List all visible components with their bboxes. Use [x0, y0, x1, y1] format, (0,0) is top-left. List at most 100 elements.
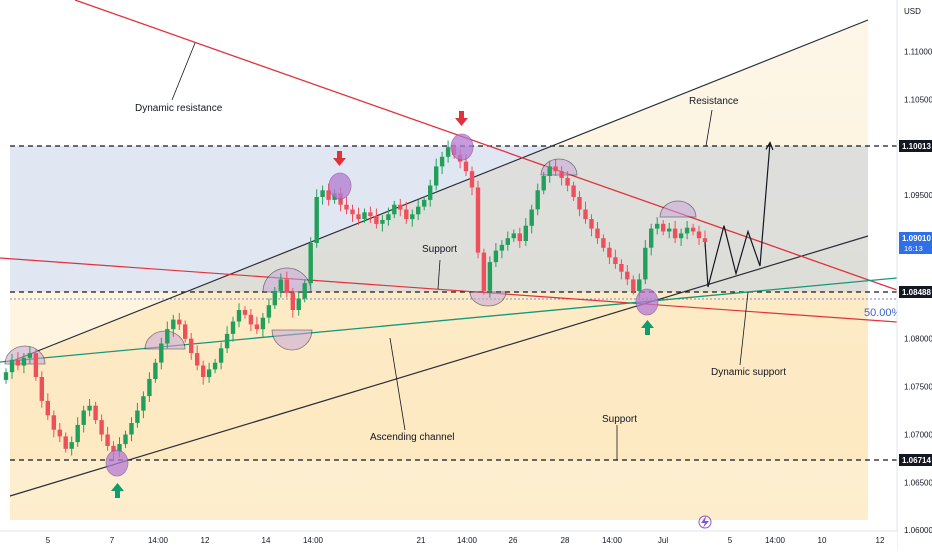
price-axis[interactable]: [897, 0, 932, 550]
touch-points: [105, 133, 659, 477]
candle-body: [21, 357, 27, 366]
candle-body: [678, 233, 684, 239]
label-support-low: Support: [602, 414, 637, 425]
touch-circle: [105, 449, 129, 477]
time-tick-label: 14: [262, 536, 271, 545]
candle-body: [129, 423, 134, 435]
candle-body: [296, 298, 301, 310]
candle-body: [260, 317, 266, 330]
candle-body: [141, 396, 146, 411]
candle-body: [613, 257, 618, 264]
candle-body: [242, 310, 248, 315]
candle-body: [284, 279, 289, 293]
up-arrow-icon: [111, 483, 124, 498]
candle-body: [171, 319, 176, 330]
candle-body: [398, 204, 403, 210]
lower-zone: [10, 292, 868, 460]
candle-body: [266, 305, 272, 318]
label-dynamic-support: Dynamic support: [711, 367, 786, 378]
candle-body: [201, 365, 206, 377]
time-tick-label: 14:00: [602, 536, 623, 545]
down-arrow-icon: [455, 111, 468, 126]
candle-body: [404, 209, 409, 220]
time-tick-label: 12: [201, 536, 210, 545]
svg-text:1.10013: 1.10013: [902, 142, 931, 151]
candle-body: [499, 244, 505, 251]
candle-body: [374, 216, 379, 224]
candle-body: [571, 185, 576, 197]
candle-body: [123, 434, 128, 445]
candle-body: [380, 220, 385, 224]
candle-body: [195, 353, 200, 366]
candle-body: [553, 166, 558, 172]
price-tick-label: 1.11000: [904, 48, 932, 57]
touch-circle: [635, 288, 659, 316]
candle-body: [619, 264, 624, 272]
price-tick-label: 1.07500: [904, 383, 932, 392]
price-tick-label: 1.06500: [904, 478, 932, 487]
candle-body: [643, 247, 648, 280]
price-tick-label: 1.08000: [904, 335, 932, 344]
candle-body: [308, 243, 313, 284]
candle-body: [422, 199, 427, 207]
projection-arrowhead: [765, 141, 774, 151]
candle-body: [105, 434, 110, 446]
candle-body: [589, 219, 594, 229]
time-tick-label: 7: [110, 536, 115, 545]
candle-body: [469, 171, 475, 188]
candle-body: [428, 185, 433, 200]
support-price-tag: 1.08488: [899, 286, 932, 298]
price-ticks: 1.11000 1.10500 1.09500 1.08000 1.07500 1.070…: [904, 48, 932, 536]
candle-body: [386, 214, 391, 220]
time-tick-label: 5: [46, 536, 51, 545]
time-tick-label: 14:00: [457, 536, 478, 545]
candle-body: [434, 166, 439, 186]
candle-body: [655, 223, 660, 229]
candle-body: [224, 333, 230, 349]
projection-line: [704, 142, 771, 288]
resistance-price-tag: 1.10013: [899, 140, 932, 152]
candle-body: [69, 442, 74, 449]
candle-body: [236, 310, 242, 322]
candle-body: [177, 319, 182, 325]
candle-body: [3, 372, 9, 380]
candle-body: [505, 238, 510, 245]
time-tick-label: 14:00: [765, 536, 786, 545]
channel-upper-line: [9, 19, 869, 363]
candle-body: [272, 290, 277, 306]
lightning-icon[interactable]: [698, 515, 712, 529]
candle-body: [314, 197, 319, 243]
time-axis[interactable]: [0, 531, 897, 550]
candle-body: [302, 283, 307, 299]
candle-body: [368, 212, 373, 217]
candle-body: [57, 429, 62, 437]
candle-body: [9, 359, 15, 373]
candle-body: [189, 338, 194, 354]
up-arrow-icon: [641, 320, 654, 335]
svg-text:16:13: 16:13: [904, 244, 923, 253]
candle-body: [362, 212, 367, 219]
currency-label: USD: [904, 7, 921, 16]
channel-lower-line: [9, 235, 869, 497]
candle-body: [696, 231, 702, 239]
candle-body: [523, 225, 528, 241]
label-support-mid: Support: [422, 244, 457, 255]
candle-body: [559, 171, 564, 178]
candle-body: [15, 359, 21, 366]
candle-body: [212, 362, 218, 370]
range-box: [10, 146, 868, 292]
candle-body: [320, 190, 325, 197]
candle-body: [350, 209, 355, 215]
candle-body: [117, 444, 122, 452]
candle-body: [206, 369, 212, 378]
callout-lines: [171, 42, 749, 460]
candle-body: [463, 161, 469, 172]
arc-highlight: [469, 291, 507, 307]
candle-body: [63, 436, 68, 449]
candle-body: [183, 324, 188, 339]
lower-support-price-tag: 1.06714: [899, 454, 932, 466]
candle-body: [601, 238, 606, 248]
candle-body: [535, 190, 540, 210]
